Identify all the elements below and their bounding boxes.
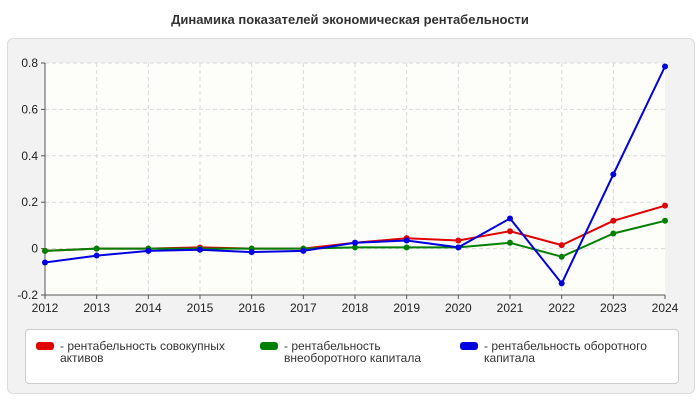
legend-label: - рентабельность внеоборотного капитала xyxy=(284,339,421,365)
data-point xyxy=(93,245,100,252)
x-tick-label: 2024 xyxy=(652,301,679,315)
legend-swatch-blue xyxy=(460,342,478,350)
data-point xyxy=(662,63,668,70)
y-tick-label: 0.8 xyxy=(21,56,38,70)
legend-label: - рентабельность совокупных активов xyxy=(60,339,225,365)
data-point xyxy=(352,239,358,246)
data-point xyxy=(403,237,410,244)
legend-item-current[interactable]: - рентабельность оборотного капитала xyxy=(460,340,654,364)
x-tick-label: 2012 xyxy=(32,301,59,315)
grid-lines xyxy=(45,62,665,296)
x-tick-label: 2018 xyxy=(342,301,369,315)
x-tick-label: 2014 xyxy=(135,301,162,315)
data-point xyxy=(145,247,152,254)
data-point xyxy=(248,249,255,256)
x-tick-label: 2016 xyxy=(238,301,265,315)
data-point xyxy=(558,253,565,260)
x-tick-labels: 2012 2013 2014 2015 2016 2017 2018 2019 2020 2021… xyxy=(32,301,679,315)
data-point xyxy=(507,228,513,235)
data-point xyxy=(662,202,668,209)
x-tick-label: 2020 xyxy=(445,301,472,315)
data-point xyxy=(300,247,307,254)
y-tick-label: -0.2 xyxy=(17,288,38,302)
legend-swatch-green xyxy=(260,342,278,350)
data-point xyxy=(662,217,668,224)
x-tick-label: 2013 xyxy=(83,301,110,315)
axes xyxy=(41,62,666,299)
y-tick-label: 0.4 xyxy=(21,149,38,163)
x-tick-label: 2022 xyxy=(548,301,575,315)
x-tick-label: 2019 xyxy=(393,301,420,315)
data-point xyxy=(197,246,203,253)
data-point xyxy=(455,237,462,244)
x-tick-label: 2015 xyxy=(187,301,214,315)
series-group xyxy=(42,63,668,287)
data-point xyxy=(610,171,617,178)
data-point xyxy=(455,244,462,251)
data-point xyxy=(610,230,617,237)
legend-item-noncurrent[interactable]: - рентабельность внеоборотного капитала xyxy=(260,340,454,364)
y-tick-label: 0.2 xyxy=(21,195,38,209)
legend-label: - рентабельность оборотного капитала xyxy=(484,339,647,365)
data-point xyxy=(610,217,617,224)
chart-title: Динамика показателей экономическая рента… xyxy=(171,12,529,27)
data-point xyxy=(507,215,513,222)
data-point xyxy=(42,259,48,266)
x-tick-label: 2017 xyxy=(290,301,317,315)
data-point xyxy=(352,244,358,251)
x-tick-label: 2021 xyxy=(497,301,524,315)
data-point xyxy=(507,239,513,246)
legend-swatch-red xyxy=(36,342,54,350)
data-point xyxy=(42,247,48,254)
data-point xyxy=(558,242,565,249)
y-tick-label: 0 xyxy=(31,242,38,256)
y-tick-label: 0.6 xyxy=(21,102,38,116)
y-tick-labels: -0.2 0 0.2 0.4 0.6 0.8 xyxy=(17,56,38,302)
data-point xyxy=(93,252,100,259)
data-point xyxy=(403,244,410,251)
x-tick-label: 2023 xyxy=(600,301,627,315)
legend: - рентабельность совокупных активов - ре… xyxy=(25,329,679,384)
legend-item-assets[interactable]: - рентабельность совокупных активов xyxy=(36,340,230,364)
data-point xyxy=(558,280,565,287)
